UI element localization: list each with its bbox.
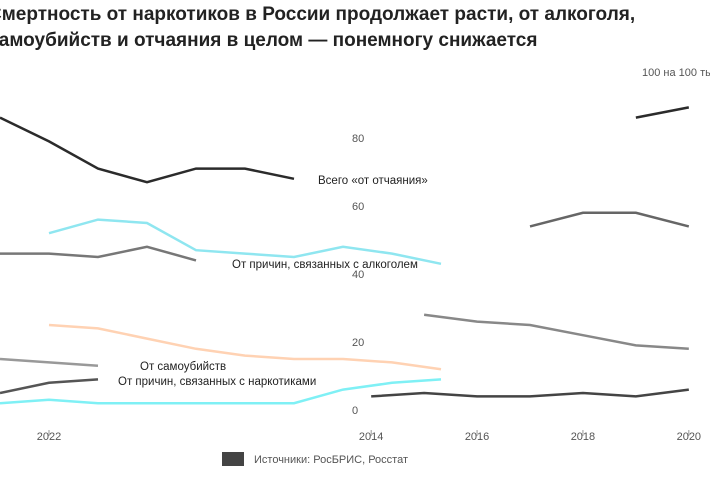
series-label: Всего «от отчаяния»	[318, 175, 428, 187]
x-tick-label: 2020	[677, 431, 701, 443]
x-tick-label: 2018	[571, 431, 595, 443]
y-axis-label: 100 на 100 тыс. жителей	[642, 67, 710, 79]
series-label: От причин, связанных с алкоголем	[232, 259, 418, 271]
y-tick-label: 60	[352, 201, 364, 213]
x-tick-label: 2022	[37, 431, 61, 443]
series-line	[0, 357, 99, 368]
logo	[222, 452, 244, 466]
series-line	[371, 388, 689, 398]
y-tick-label: 40	[352, 269, 364, 281]
series-line	[0, 116, 295, 184]
y-tick-label: 0	[352, 405, 358, 417]
title-line: самоубийств и отчаяния в целом — понемно…	[0, 30, 537, 51]
series-line	[423, 313, 689, 351]
series-line	[529, 211, 690, 228]
x-tick-label: 2016	[465, 431, 489, 443]
series-label: От причин, связанных с наркотиками	[118, 376, 316, 388]
series-line	[0, 245, 197, 262]
series-line	[0, 378, 99, 395]
series-line	[0, 378, 442, 405]
series-line	[48, 323, 442, 371]
x-tick-label: 2014	[359, 431, 383, 443]
source: Источники: РосБРИС, Росстат	[254, 454, 408, 466]
series-line	[48, 218, 442, 266]
series-line	[635, 106, 690, 119]
title-line: Смертность от наркотиков в России продол…	[0, 4, 635, 25]
y-tick-label: 20	[352, 337, 364, 349]
series-label: От самоубийств	[140, 361, 226, 373]
y-tick-label: 80	[352, 133, 364, 145]
